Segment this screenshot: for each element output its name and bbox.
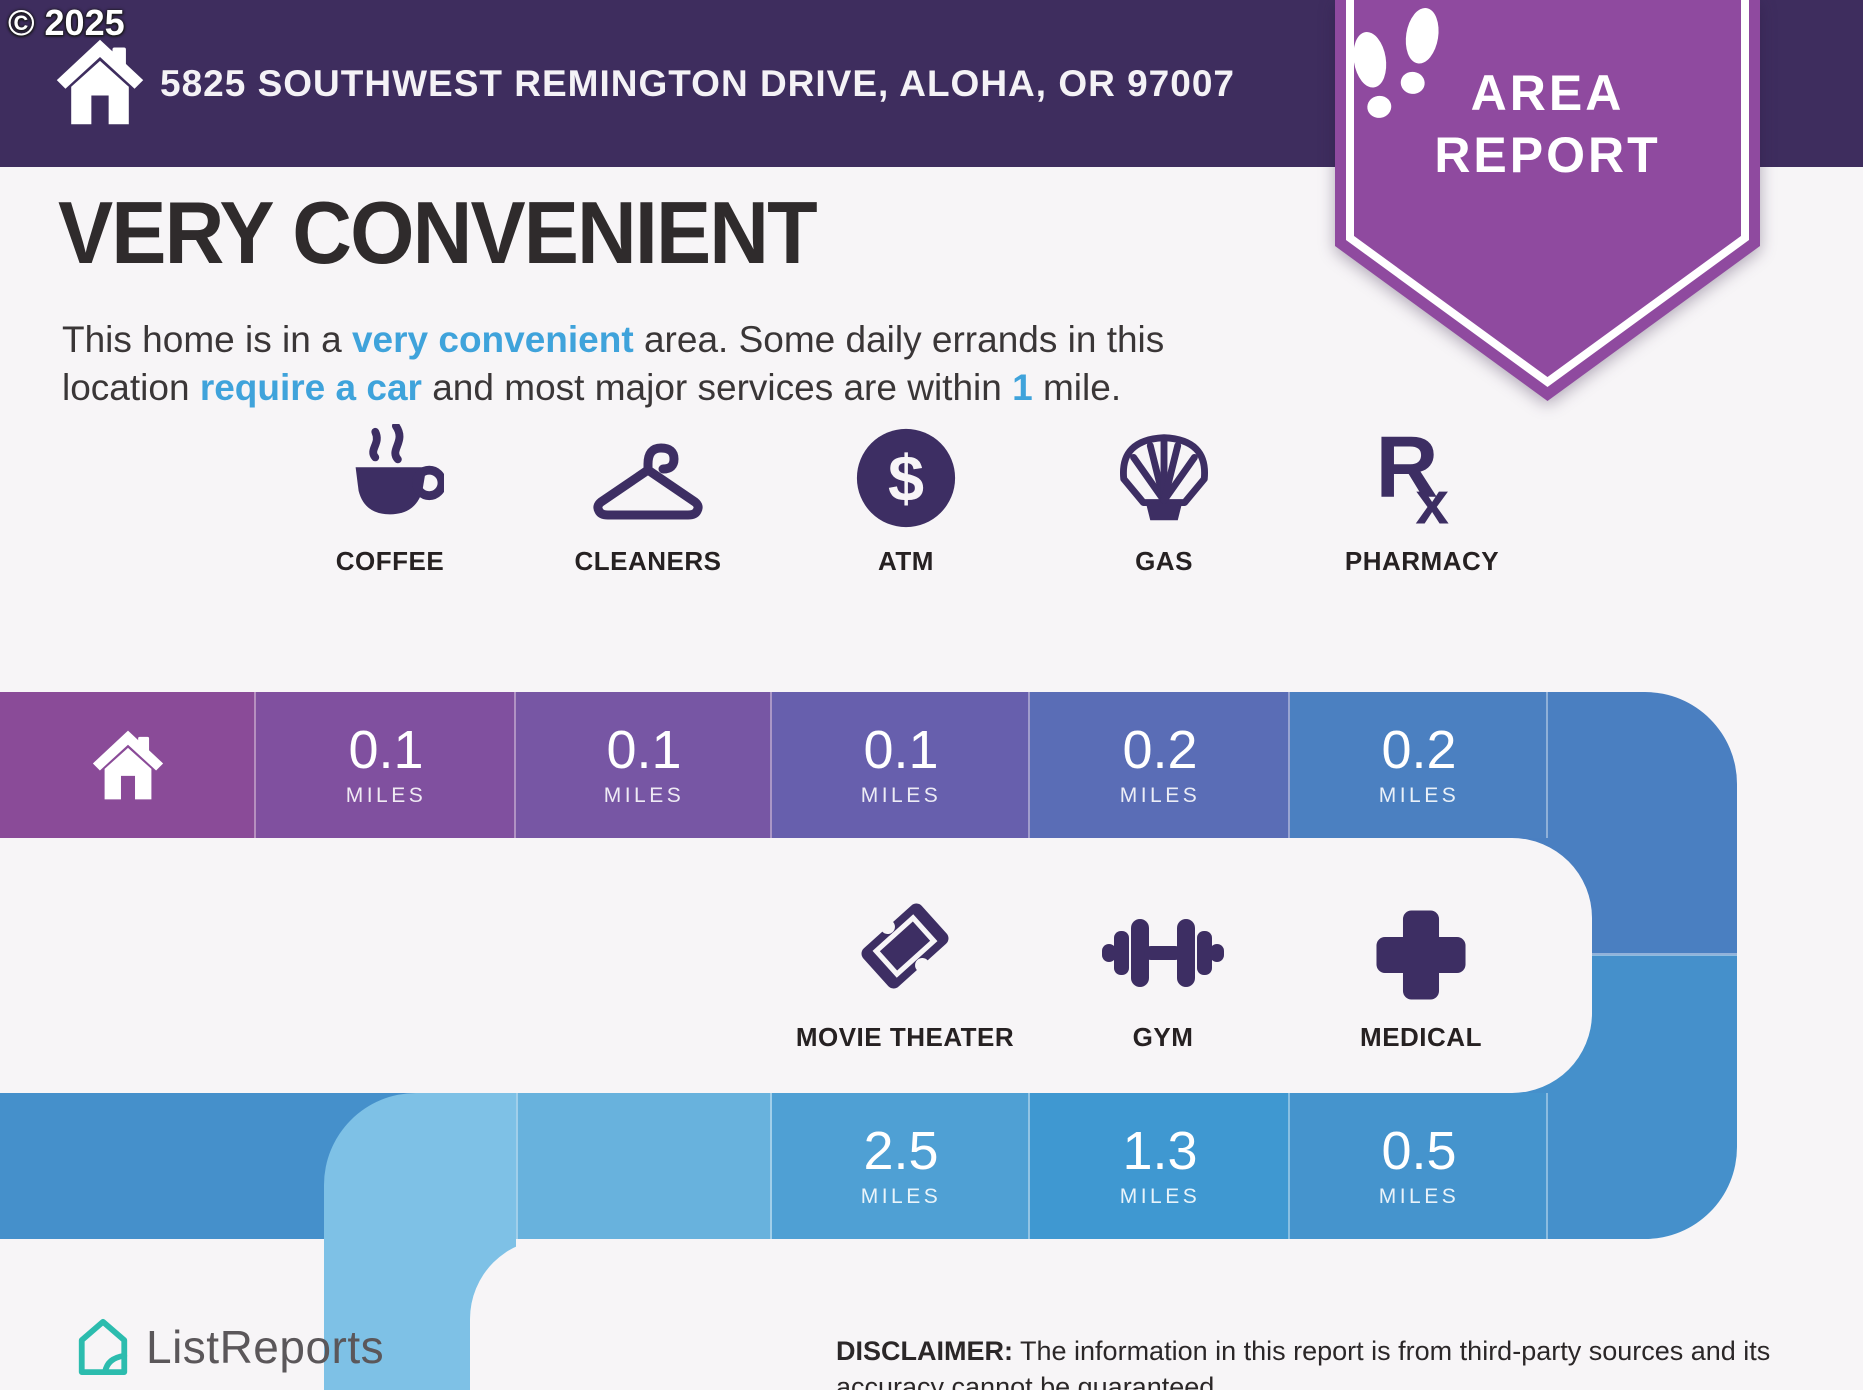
badge-pennant-shape xyxy=(1335,0,1760,401)
badge-title-line2: REPORT xyxy=(1434,127,1661,183)
disclaimer-text: DISCLAIMER: The information in this repo… xyxy=(836,1334,1826,1390)
distance-value: 0.1 xyxy=(606,719,682,780)
amenity-gas: GAS xyxy=(1035,400,1293,577)
area-report-badge: AREA REPORT xyxy=(1335,0,1760,412)
medical-cross-icon xyxy=(1368,868,1474,1008)
amenity-row-1: COFFEE CLEANERS $ ATM xyxy=(261,400,1551,577)
home-icon xyxy=(92,730,164,800)
copyright-watermark: © 2025 xyxy=(8,2,125,43)
amenity-gym: GYM xyxy=(1034,868,1292,1053)
disclaimer-label: DISCLAIMER: xyxy=(836,1336,1013,1366)
desc-text: mile. xyxy=(1032,367,1122,409)
distance-value: 2.5 xyxy=(863,1120,939,1181)
footprints-icon xyxy=(1353,8,1439,118)
amenity-atm: $ ATM xyxy=(777,400,1035,577)
distance-unit: MILES xyxy=(1119,783,1201,807)
distance-segment-cleaners: 0.1 MILES xyxy=(516,692,772,838)
svg-text:x: x xyxy=(1415,468,1449,532)
distance-segment-movie-theater: 2.5 MILES xyxy=(772,1093,1030,1239)
amenity-label: COFFEE xyxy=(335,546,445,576)
desc-highlight-rating: very convenient xyxy=(351,319,634,360)
amenity-cleaners: CLEANERS xyxy=(519,400,777,577)
distance-value: 0.1 xyxy=(348,719,424,780)
distance-unit: MILES xyxy=(1119,1184,1201,1208)
ticket-icon xyxy=(841,868,969,1008)
home-icon xyxy=(56,39,144,125)
distance-segment-coffee: 0.1 MILES xyxy=(256,692,516,838)
listreports-logo: ListReports xyxy=(74,1314,384,1380)
distance-value: 0.1 xyxy=(863,719,939,780)
desc-text: This home is in a xyxy=(62,319,352,360)
distance-band-1: 0.1 MILES 0.1 MILES 0.1 MILES 0.2 MILES … xyxy=(0,692,1548,838)
ribbon-segment-blank xyxy=(516,1093,772,1239)
amenity-label: MOVIE THEATER xyxy=(795,1022,1015,1052)
route-ribbon-left-cutout xyxy=(470,1239,800,1390)
badge-title: AREA REPORT xyxy=(1335,62,1760,186)
desc-text: area. Some daily errands in this xyxy=(633,319,1165,360)
amenity-label: GAS xyxy=(1135,546,1193,576)
ribbon-segment-divider xyxy=(1592,953,1737,956)
route-ribbon-inner-cutout xyxy=(0,838,1592,1093)
amenity-label: GYM xyxy=(1132,1022,1194,1052)
amenity-medical: MEDICAL xyxy=(1292,868,1550,1053)
amenity-row-2: MOVIE THEATER GYM xyxy=(776,868,1550,1053)
distance-value: 0.5 xyxy=(1381,1120,1457,1181)
distance-unit: MILES xyxy=(345,783,427,807)
distance-unit: MILES xyxy=(860,783,942,807)
badge-title-line1: AREA xyxy=(1470,65,1625,121)
amenity-label: MEDICAL xyxy=(1360,1022,1482,1052)
listreports-house-icon xyxy=(78,1318,128,1376)
desc-highlight-mile: 1 xyxy=(1012,367,1033,409)
distance-segment-pharmacy: 0.2 MILES xyxy=(1290,692,1548,838)
dollar-circle-icon: $ xyxy=(852,400,960,532)
distance-segment-atm: 0.1 MILES xyxy=(772,692,1030,838)
distance-band-2: 2.5 MILES 1.3 MILES 0.5 MILES xyxy=(516,1093,1548,1239)
desc-text: and most major services are within xyxy=(421,367,1013,409)
hanger-icon xyxy=(587,400,709,532)
distance-value: 0.2 xyxy=(1381,719,1457,780)
svg-text:$: $ xyxy=(888,442,924,515)
amenity-pharmacy: R x PHARMACY xyxy=(1293,400,1551,577)
svg-text:R: R xyxy=(1376,422,1439,516)
amenity-coffee: COFFEE xyxy=(261,400,519,577)
distance-value: 1.3 xyxy=(1122,1120,1198,1181)
desc-highlight-car: require a car xyxy=(199,367,422,409)
rx-icon: R x xyxy=(1370,400,1474,532)
desc-text: location xyxy=(62,367,200,409)
property-address: 5825 SOUTHWEST REMINGTON DRIVE, ALOHA, O… xyxy=(160,62,1235,104)
distance-value: 0.2 xyxy=(1122,719,1198,780)
disclaimer-body: The information in this report is from t… xyxy=(836,1336,1771,1390)
shell-icon xyxy=(1108,400,1220,532)
distance-unit: MILES xyxy=(603,783,685,807)
distance-segment-medical: 0.5 MILES xyxy=(1290,1093,1548,1239)
amenity-label: PHARMACY xyxy=(1344,546,1500,576)
distance-unit: MILES xyxy=(860,1184,942,1208)
dumbbell-icon xyxy=(1100,868,1226,1008)
amenity-label: ATM xyxy=(878,546,934,576)
coffee-icon xyxy=(336,400,444,532)
distance-unit: MILES xyxy=(1378,783,1460,807)
amenity-movie-theater: MOVIE THEATER xyxy=(776,868,1034,1053)
distance-segment-gas: 0.2 MILES xyxy=(1030,692,1290,838)
listreports-wordmark: ListReports xyxy=(146,1321,385,1373)
distance-segment-gym: 1.3 MILES xyxy=(1030,1093,1290,1239)
amenity-label: CLEANERS xyxy=(574,546,722,576)
home-segment xyxy=(0,692,256,838)
distance-unit: MILES xyxy=(1378,1184,1460,1208)
page-title: VERY CONVENIENT xyxy=(58,183,818,282)
walkability-description: This home is in a very convenient area. … xyxy=(62,316,1242,412)
